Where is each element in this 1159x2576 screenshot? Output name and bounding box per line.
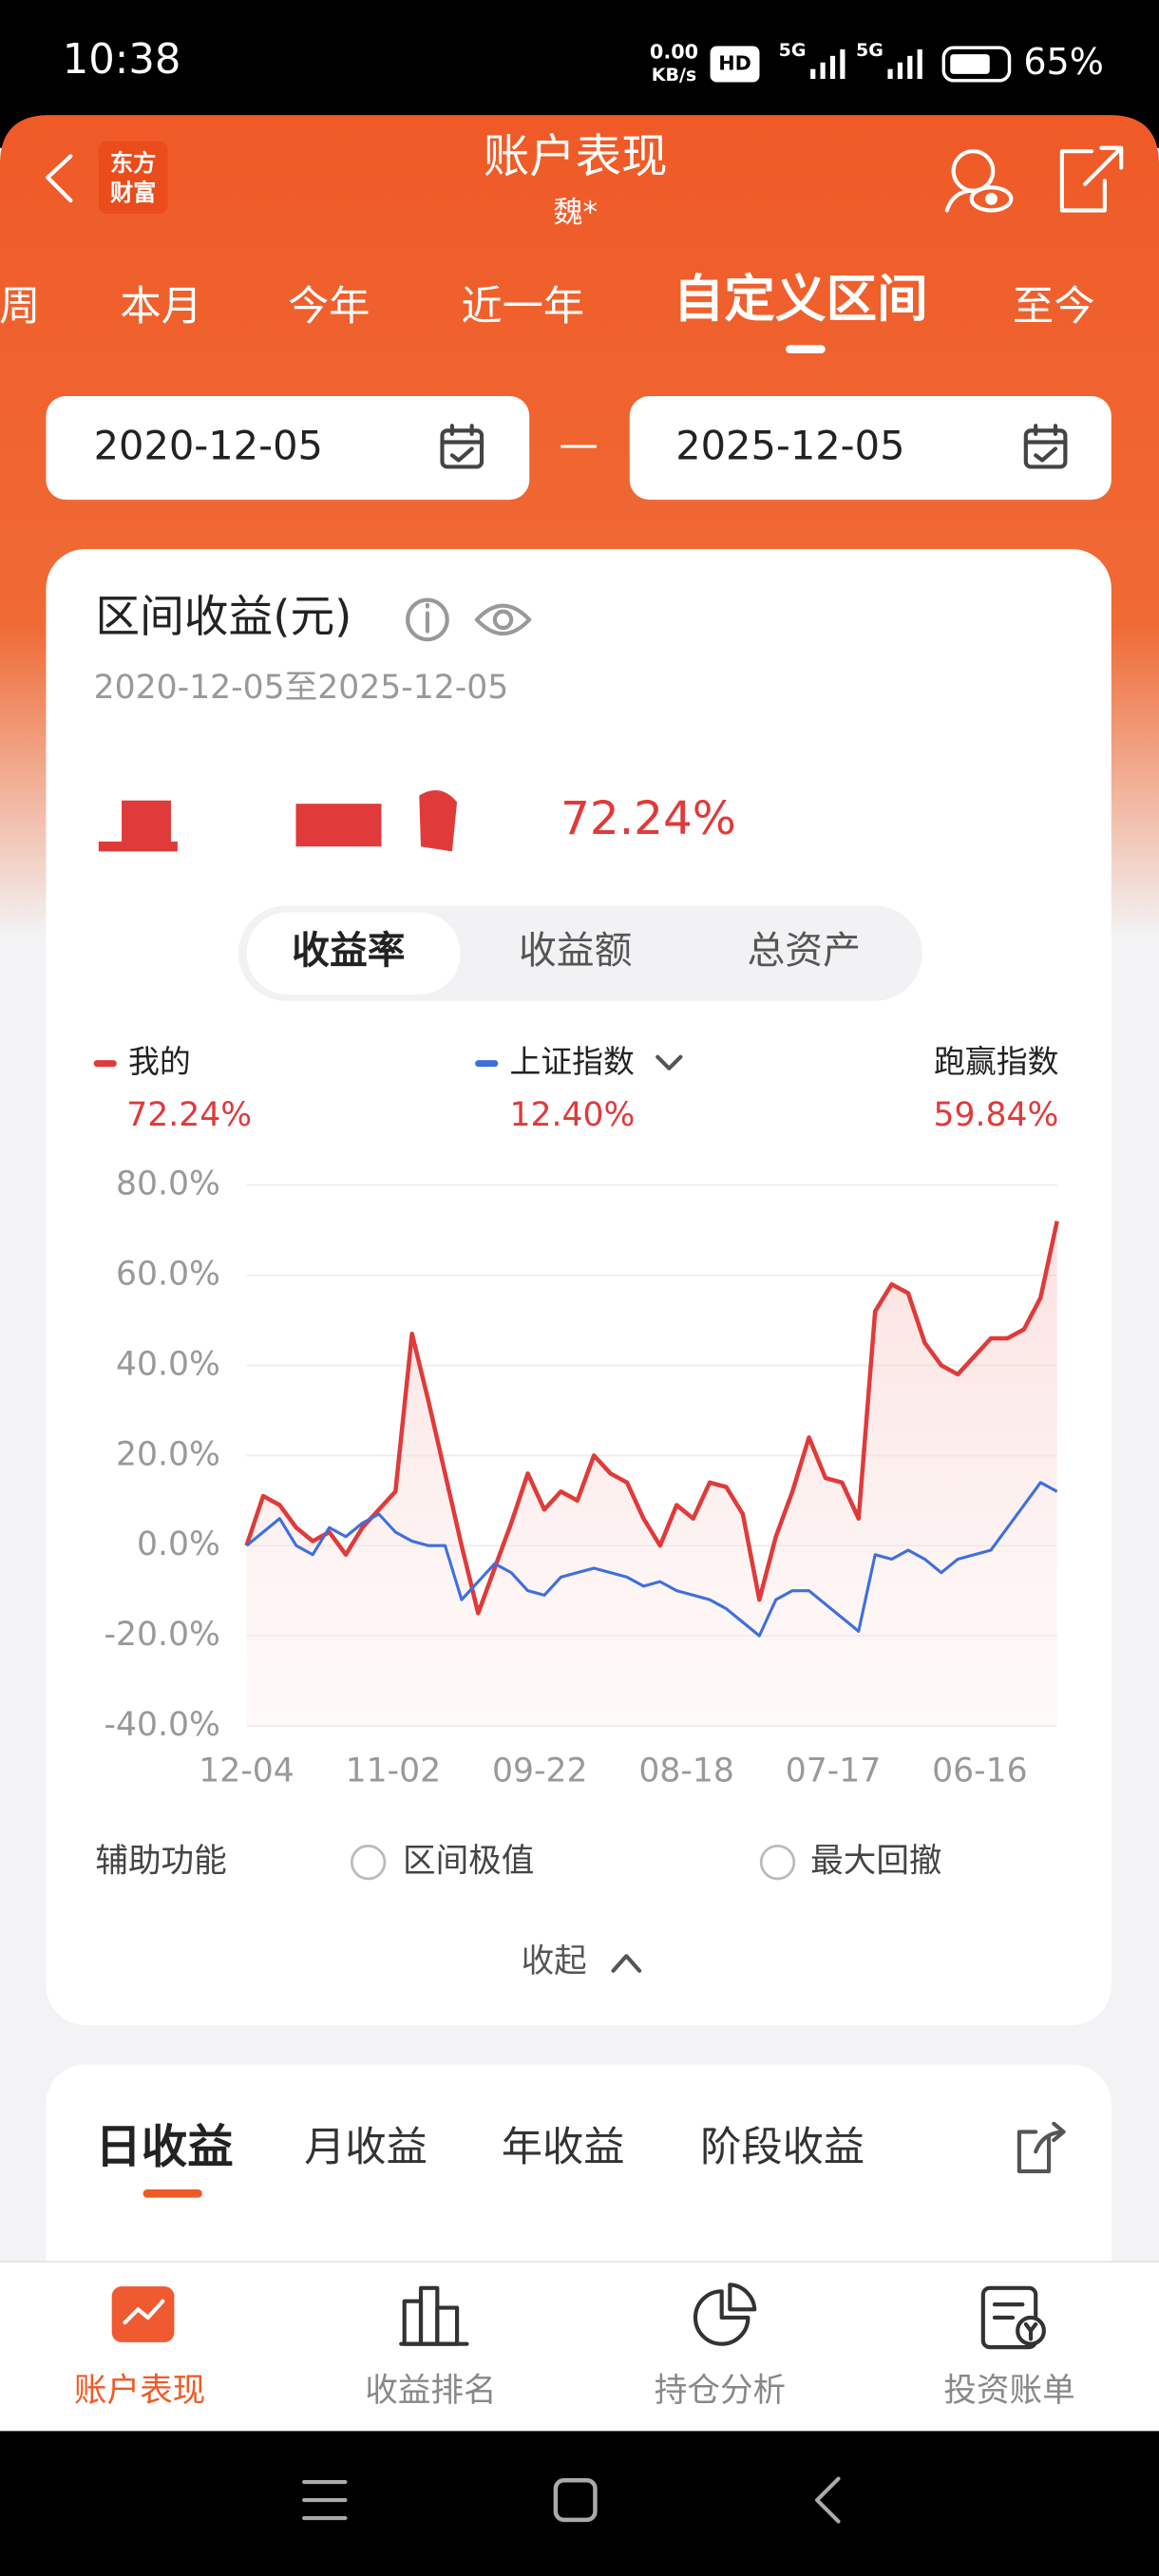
chart-tab[interactable]: 总资产 [748, 929, 861, 973]
period-tab[interactable]: 今年 [288, 283, 370, 331]
series-line [244, 1221, 1059, 1616]
x-tick-label: 08-18 [638, 1752, 734, 1790]
hd: HD [718, 51, 751, 74]
back-button[interactable] [46, 154, 73, 203]
logo-line: 财富 [110, 180, 156, 206]
y-tick-label: 60.0% [116, 1256, 220, 1294]
nav-icon[interactable] [980, 2285, 1046, 2350]
legend-label: 我的 [128, 1043, 191, 1080]
logo [98, 141, 168, 214]
menu-button[interactable] [302, 2479, 348, 2521]
period: 2020-12-05至2025-12-05 [94, 669, 509, 707]
back-nav-button[interactable] [814, 2476, 841, 2524]
income-tab-active[interactable]: 日收益 [95, 2120, 233, 2173]
battery-text: 65% [1023, 41, 1104, 83]
chart-tab[interactable]: 收益率 [292, 929, 405, 973]
legend-label[interactable]: 上证指数 [509, 1043, 634, 1080]
income-tab[interactable]: 年收益 [502, 2124, 625, 2171]
period-tab[interactable]: 至今 [1013, 283, 1095, 331]
account-name: 魏* [553, 196, 598, 230]
tab-indicator [786, 345, 826, 354]
income-tab[interactable]: 月收益 [304, 2124, 428, 2171]
income-tab[interactable]: 阶段收益 [700, 2124, 864, 2171]
legend-swatch [93, 1060, 117, 1068]
nav-label[interactable]: 持仓分析 [655, 2372, 786, 2410]
collapse[interactable]: 收起 [522, 1942, 587, 1980]
signal-1: 5G [779, 40, 807, 61]
period-tab[interactable]: 本月 [120, 283, 202, 331]
y-tick-label: 80.0% [116, 1165, 220, 1203]
export-icon[interactable] [1016, 2121, 1066, 2174]
collapse-icon[interactable] [611, 1954, 642, 1973]
page-title: 账户表现 [484, 130, 668, 183]
signal-2: 5G [856, 40, 884, 61]
battery [941, 46, 1012, 83]
income-tab-indicator [142, 2188, 202, 2198]
radio[interactable] [759, 1844, 796, 1881]
period-tab-active[interactable]: 自定义区间 [674, 269, 928, 329]
y-tick-label: 20.0% [116, 1435, 220, 1473]
series-area [246, 1221, 1057, 1726]
nav-label[interactable]: 投资账单 [943, 2372, 1074, 2410]
legend-value: 12.40% [509, 1096, 635, 1134]
home-button[interactable] [553, 2478, 598, 2523]
eye-icon[interactable] [474, 603, 532, 635]
signal-bars [810, 48, 922, 80]
logo-line: 东方 [110, 150, 156, 177]
assist-option[interactable]: 最大回撤 [810, 1843, 941, 1881]
assist-title: 辅助功能 [95, 1843, 226, 1881]
battery-level [950, 54, 990, 74]
info-icon[interactable] [406, 597, 449, 642]
x-tick-label: 12-04 [199, 1752, 294, 1790]
period-tab[interactable]: 近一年 [461, 283, 584, 331]
card-title: 区间收益(元) [95, 592, 352, 643]
start-date: 2020-12-05 [94, 422, 323, 468]
x-tick-label: 11-02 [346, 1752, 442, 1790]
y-tick-label: 0.0% [137, 1525, 220, 1563]
radio[interactable] [350, 1844, 387, 1881]
chart-tab-active [246, 912, 461, 994]
x-tick-label: 06-16 [932, 1752, 1028, 1790]
x-tick-label: 09-22 [492, 1752, 588, 1790]
x-tick-label: 07-17 [786, 1752, 882, 1790]
bottom-nav [0, 2262, 1159, 2432]
nav-labels: 账户表现 收益排名 持仓分析 投资账单 [74, 2372, 1075, 2410]
chart-tab[interactable]: 收益额 [519, 929, 632, 973]
dropdown-icon[interactable] [656, 1054, 683, 1070]
redacted-amount [98, 790, 458, 852]
share-icon[interactable] [1059, 145, 1124, 213]
return-rate: 72.24% [560, 792, 736, 845]
start-date-box[interactable] [46, 396, 530, 501]
nav-label[interactable]: 账户表现 [74, 2372, 205, 2410]
y-tick-label: -40.0% [104, 1706, 219, 1744]
user-icon[interactable] [944, 149, 1014, 213]
legend-swatch [475, 1060, 499, 1068]
nav-label[interactable]: 收益排名 [365, 2372, 496, 2410]
calendar-icon [440, 424, 484, 469]
end-date-box[interactable] [629, 396, 1112, 501]
assist-option[interactable]: 区间极值 [403, 1843, 534, 1881]
speed-unit: KB/s [652, 65, 697, 85]
nav-icon[interactable] [693, 2282, 757, 2346]
end-date: 2025-12-05 [675, 422, 904, 468]
outperform-value: 59.84% [934, 1096, 1059, 1134]
nav-icon[interactable] [399, 2285, 469, 2346]
y-tick-label: -20.0% [104, 1616, 219, 1654]
period-tabs: 周 本月 今年 近一年 自定义区间 至今 [0, 269, 1095, 331]
y-tick-label: 40.0% [116, 1345, 220, 1383]
period-tab[interactable]: 周 [0, 283, 40, 331]
nav-icon-glyph [123, 2299, 165, 2325]
hd-badge [710, 46, 760, 83]
legend-value: 72.24% [126, 1096, 252, 1134]
speed: 0.00 [650, 40, 698, 63]
plot: -40.0% -20.0% 0.0% 20.0% 40.0% 60.0% 80.0% 12-0… [104, 1165, 1059, 1790]
calendar-icon [1023, 424, 1068, 469]
outperform-label: 跑赢指数 [934, 1043, 1058, 1080]
series-line [245, 1481, 1058, 1638]
time: 10:38 [63, 36, 181, 84]
system-nav [0, 2431, 1159, 2576]
date-separator: — [559, 421, 598, 467]
